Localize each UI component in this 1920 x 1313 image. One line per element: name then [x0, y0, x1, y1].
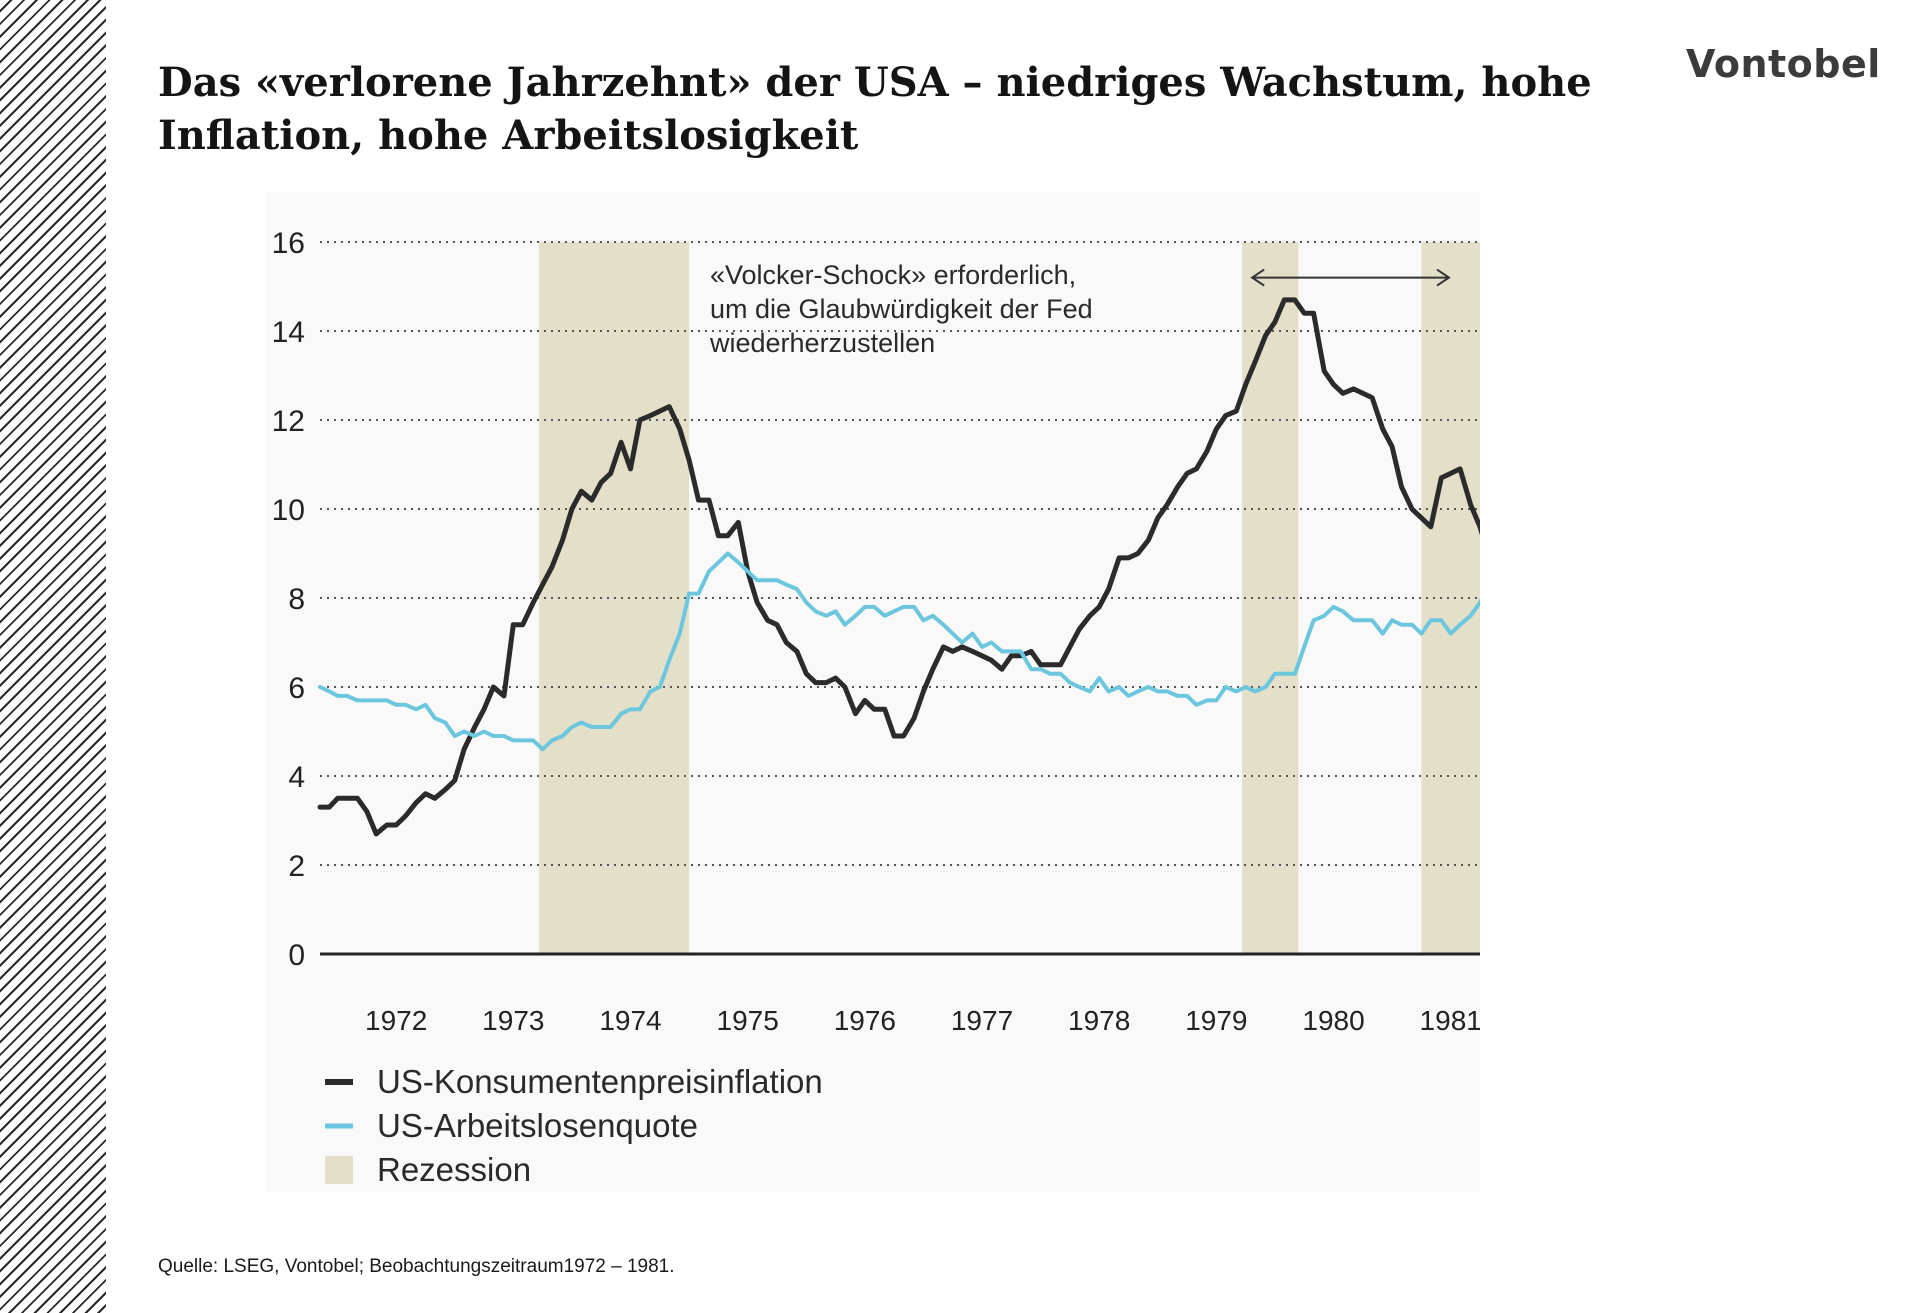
y-tick-label-2: 4: [288, 761, 305, 794]
legend-swatch-recession: [325, 1156, 353, 1184]
chart-panel: 0 2 4 6 8 10 12 14 16 1972 1973 1974 1975 1976 1977 19…: [265, 192, 1501, 1192]
y-tick-label-8: 16: [272, 227, 305, 260]
page-title: Das «verlorene Jahrzehnt» der USA – nied…: [158, 59, 1592, 159]
x-tick-label-9: 1981: [1420, 1005, 1480, 1036]
annotation-line-3: wiederherzustellen: [709, 328, 935, 358]
y-tick-labels: 0 2 4 6 8 10 12 14 16: [272, 227, 305, 972]
x-tick-label-4: 1976: [834, 1005, 896, 1036]
legend: US-Konsumentenpreisinflation US-Arbeitslo…: [325, 1063, 823, 1188]
x-tick-label-6: 1978: [1068, 1005, 1130, 1036]
y-tick-label-4: 8: [288, 583, 305, 616]
series-line-inflation: [317, 297, 1501, 837]
annotation: «Volcker-Schock» erforderlich, um die Gla…: [709, 260, 1451, 358]
vontobel-logo: Vontobel: [1686, 42, 1881, 86]
annotation-arrow-left-head: [1250, 268, 1265, 287]
source-note: Quelle: LSEG, Vontobel; Beobachtungszeit…: [158, 1256, 675, 1277]
recession-band-2: [1242, 242, 1299, 954]
x-tick-label-5: 1977: [951, 1005, 1013, 1036]
x-tick-label-2: 1974: [599, 1005, 661, 1036]
legend-label-inflation: US-Konsumentenpreisinflation: [377, 1063, 823, 1100]
x-tick-label-1: 1973: [482, 1005, 544, 1036]
x-tick-labels: 1972 1973 1974 1975 1976 1977 1978 1979 1980 1981: [365, 1005, 1482, 1036]
y-tick-label-5: 10: [272, 494, 305, 527]
grid-lines: [320, 241, 1480, 956]
hatched-side-band: [0, 0, 106, 1313]
x-tick-label-3: 1975: [717, 1005, 779, 1036]
annotation-line-1: «Volcker-Schock» erforderlich,: [710, 260, 1076, 290]
series-line-unemployment: [318, 551, 1500, 752]
x-tick-label-7: 1979: [1185, 1005, 1247, 1036]
y-tick-label-7: 14: [272, 316, 305, 349]
y-tick-label-6: 12: [272, 405, 305, 438]
annotation-line-2: um die Glaubwürdigkeit der Fed: [710, 294, 1093, 324]
series-lines: [317, 297, 1501, 837]
y-tick-label-0: 0: [288, 939, 305, 972]
legend-label-unemployment: US-Arbeitslosenquote: [377, 1107, 698, 1144]
x-tick-label-0: 1972: [365, 1005, 427, 1036]
x-tick-label-8: 1980: [1302, 1005, 1364, 1036]
y-tick-label-3: 6: [288, 672, 305, 705]
legend-label-recession: Rezession: [377, 1151, 531, 1188]
recession-band-3: [1421, 242, 1480, 954]
y-tick-label-1: 2: [288, 850, 305, 883]
annotation-arrow-right-head: [1436, 268, 1451, 287]
